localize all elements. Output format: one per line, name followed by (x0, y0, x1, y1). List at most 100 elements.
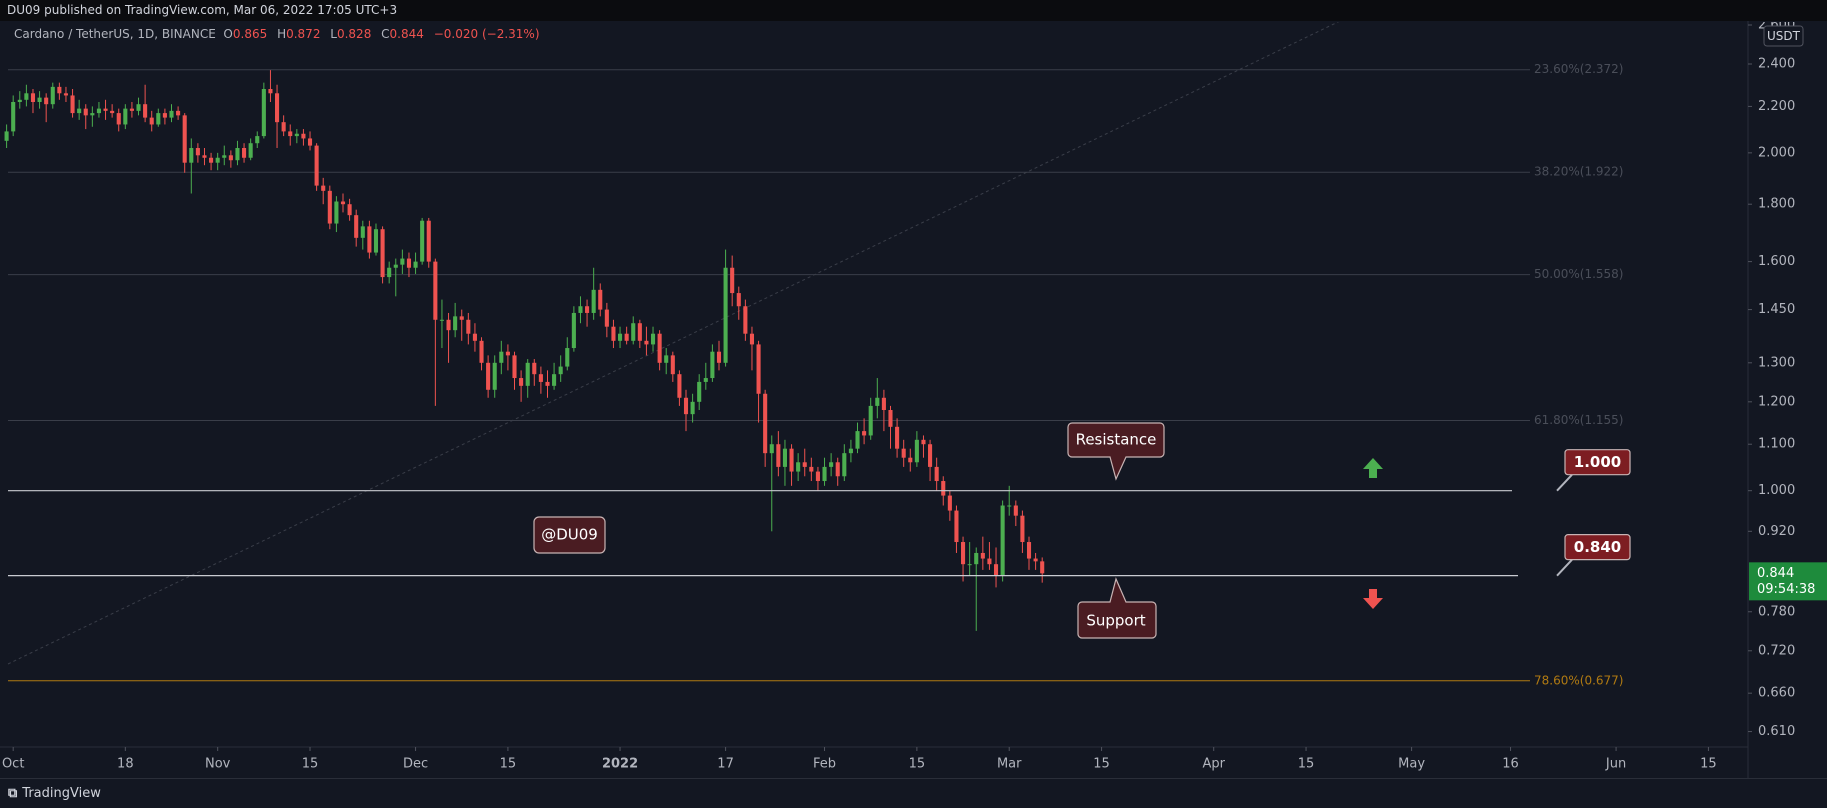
candle-body (980, 552, 985, 559)
candle-body (499, 351, 504, 363)
footer-logo: ⧉ (8, 786, 18, 801)
candle-body (901, 448, 906, 458)
candle-body (433, 261, 438, 320)
candle-body (993, 564, 999, 576)
x-tick-label: Jun (1605, 757, 1626, 772)
candle-body (44, 97, 49, 105)
candle-body (1026, 542, 1032, 559)
candle-body (862, 431, 867, 436)
candle-body (776, 444, 781, 467)
candle-body (703, 378, 708, 382)
fib-label: 61.80%(1.155) (1534, 413, 1623, 427)
candle-body (215, 157, 220, 163)
candle-body (136, 104, 141, 111)
candle-body (763, 393, 768, 454)
candle-body (967, 564, 972, 566)
candle-body (505, 351, 510, 356)
candle-body (591, 289, 596, 313)
currency-box (1763, 25, 1804, 47)
candle-body (769, 444, 774, 454)
background-layer: 23.60%(2.372) 38.20%(1.922) 50.00%(1.558) 6… (7, 22, 1623, 687)
candle-body (914, 439, 919, 463)
candle-body (683, 397, 689, 415)
y-tick-label: 2.000 (1758, 145, 1795, 160)
candle-body (90, 113, 95, 116)
candle-body (37, 97, 42, 102)
candle-body (538, 374, 543, 382)
y-tick-label: 1.300 (1758, 355, 1795, 370)
candle-body (103, 108, 108, 111)
candle-body (288, 131, 293, 137)
price-axis-background (1748, 21, 1827, 778)
support-callout (1077, 577, 1157, 639)
candle-body (1033, 558, 1038, 562)
candle-body (30, 93, 36, 102)
candle-body (585, 306, 590, 313)
candle-body (690, 401, 695, 415)
candle-body (519, 378, 524, 386)
candle-body (261, 88, 266, 137)
candle-body (486, 362, 491, 390)
resistance-callout (1067, 422, 1165, 481)
candle-body (611, 326, 616, 341)
y-tick-label: 1.450 (1758, 302, 1795, 317)
level-callout (1564, 534, 1631, 561)
x-tick-label: May (1398, 757, 1425, 772)
time-ticks: Oct 18 Nov 15 Dec 15 2022 17 Feb 15 Mar 15 Apr 15 May 1… (2, 747, 1717, 772)
candle-body (789, 448, 794, 472)
candle-body (631, 323, 636, 341)
candle-body (222, 155, 227, 158)
candle-body (1007, 505, 1012, 507)
publisher-bar: DU09 published on TradingView.com, Mar 0… (0, 0, 1827, 21)
y-tick-label: 2.400 (1758, 57, 1795, 72)
candle-body (235, 148, 240, 161)
candle-body (512, 355, 517, 379)
candle-body (677, 374, 682, 398)
candle-body (802, 462, 807, 467)
candle-body (552, 374, 557, 386)
candle-body (314, 145, 319, 186)
footer-brand: TradingView (22, 786, 101, 801)
candle-body (954, 510, 959, 543)
candles (4, 70, 1045, 631)
candle-body (169, 110, 174, 118)
candle-body (657, 333, 662, 363)
y-tick-label: 0.920 (1758, 524, 1795, 539)
candle-body (149, 117, 154, 125)
x-tick-label: Oct (2, 757, 24, 772)
y-tick-label: 1.600 (1758, 254, 1795, 269)
candle-body (974, 552, 979, 565)
x-tick-label: Feb (813, 757, 836, 772)
candle-body (565, 348, 570, 367)
x-tick-label: 15 (500, 757, 517, 772)
watermark-label: @DU09 (541, 526, 598, 544)
candle-body (176, 110, 181, 116)
candle-body (842, 453, 847, 477)
y-tick-label: 0.610 (1758, 724, 1795, 739)
candle-body (400, 258, 405, 265)
level-label: 1.000 (1574, 453, 1621, 471)
candle-body (406, 258, 412, 268)
x-tick-label: Mar (997, 757, 1022, 772)
candle-body (334, 201, 339, 224)
fib-label: 50.00%(1.558) (1534, 267, 1623, 281)
x-tick-label: 15 (302, 757, 319, 772)
candle-body (749, 333, 755, 345)
level-pointer (1556, 473, 1573, 492)
candle-body (446, 319, 451, 331)
candle-body (697, 381, 702, 402)
candle-body (413, 261, 418, 268)
candle-body (855, 431, 860, 449)
candle-body (274, 93, 280, 123)
candle-body (921, 439, 926, 445)
fib-label: 23.60%(2.372) (1534, 62, 1623, 76)
candle-body (947, 495, 952, 511)
x-tick-label: 15 (909, 757, 926, 772)
candle-body (710, 351, 715, 379)
ohlc-letter: L (330, 27, 337, 41)
candle-body (525, 362, 530, 386)
candle-body (908, 457, 913, 463)
candle-body (189, 148, 194, 163)
y-tick-label: 1.000 (1758, 483, 1795, 498)
